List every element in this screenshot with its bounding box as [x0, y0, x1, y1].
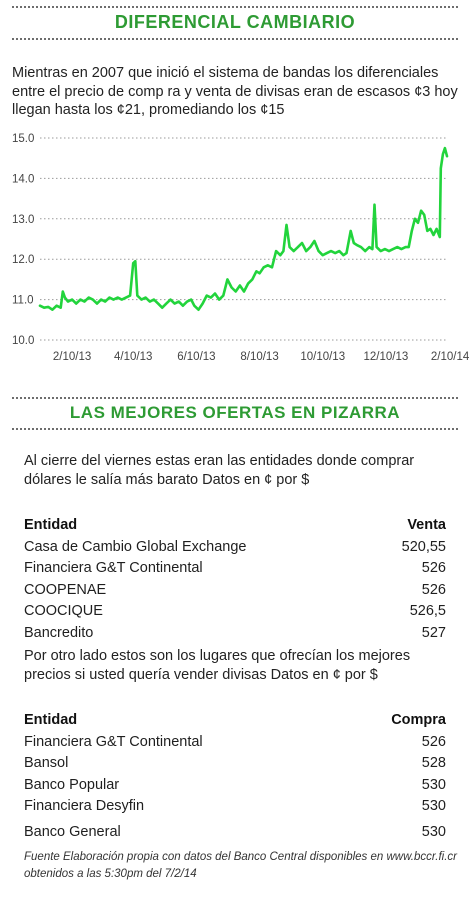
table-header: Entidad Venta — [24, 515, 446, 537]
price-value: 526 — [421, 560, 446, 576]
section-divider — [12, 397, 458, 399]
x-tick-label: 6/10/13 — [177, 351, 215, 363]
table-row: Casa de Cambio Global Exchange 520,55 — [24, 537, 446, 559]
column-header-entidad: Entidad — [24, 712, 78, 728]
entity-name: Financiera G&T Continental — [24, 733, 203, 750]
x-tick-label: 10/10/13 — [300, 351, 345, 363]
entity-name: Financiera Desyfin — [24, 798, 145, 814]
table-row: Bansol 528 — [24, 753, 446, 775]
entity-name: COOPENAE — [24, 581, 107, 598]
entity-name: Bansol — [24, 755, 69, 771]
price-value: 530 — [421, 776, 446, 793]
section-divider — [12, 428, 458, 430]
intro-text-compra: Al cierre del viernes estas eran las ent… — [24, 453, 415, 488]
y-tick-label: 14.0 — [12, 173, 34, 185]
price-value: 526 — [421, 733, 446, 750]
table-row: Banco General 530 — [24, 822, 446, 844]
source-footnote: Fuente Elaboración propia con datos del … — [24, 851, 457, 880]
y-tick-label: 10.0 — [12, 335, 34, 347]
y-tick-label: 11.0 — [12, 295, 34, 307]
entity-name: Bancredito — [24, 624, 94, 641]
table-row: Bancredito 527 — [24, 623, 446, 645]
y-tick-label: 12.0 — [12, 254, 34, 266]
entity-name: Casa de Cambio Global Exchange — [24, 538, 247, 555]
price-value: 527 — [421, 624, 446, 641]
section-title-ofertas: LAS MEJORES OFERTAS EN PIZARRA — [69, 403, 401, 422]
table-row: COOPENAE 526 — [24, 580, 446, 602]
section-divider — [12, 38, 458, 40]
section-title-diferencial: DIFERENCIAL CAMBIARIO — [114, 12, 356, 32]
table-row: Financiera Desyfin 530 — [24, 796, 446, 818]
chart-grid — [40, 137, 447, 341]
column-header-venta: Venta — [407, 517, 446, 533]
intro-text-diferencial: Mientras en 2007 que inició el sistema d… — [12, 65, 458, 118]
table-row: COOCIQUE 526,5 — [24, 601, 446, 623]
table-venta: Entidad Venta Casa de Cambio Global Exch… — [24, 515, 446, 644]
entity-name: COOCIQUE — [24, 603, 103, 619]
x-tick-label: 4/10/13 — [114, 351, 152, 363]
price-value: 528 — [421, 755, 446, 771]
x-tick-label: 8/10/13 — [240, 351, 278, 363]
price-value: 526 — [421, 581, 446, 598]
x-tick-label: 12/10/13 — [364, 351, 409, 363]
price-value: 526,5 — [409, 603, 446, 619]
intro-text-venta: Por otro lado estos son los lugares que … — [24, 648, 411, 683]
x-axis-ticks: 2/10/13 4/10/13 6/10/13 8/10/13 10/10/13 12/1… — [53, 351, 470, 363]
table-row: Banco Popular 530 — [24, 775, 446, 797]
price-value: 530 — [421, 823, 446, 840]
table-row: Financiera G&T Continental 526 — [24, 732, 446, 754]
entity-name: Banco General — [24, 823, 121, 840]
series-line-layer — [38, 146, 449, 311]
y-tick-label: 13.0 — [12, 214, 34, 226]
series-line — [38, 146, 449, 311]
table-header: Entidad Compra — [24, 710, 446, 732]
table-compra: Entidad Compra Financiera G&T Continenta… — [24, 710, 446, 843]
exchange-differential-chart: 10.0 11.0 12.0 13.0 14.0 15.0 2/10/13 4/10/13 6… — [12, 133, 470, 363]
y-tick-label: 15.0 — [12, 133, 34, 145]
x-tick-label: 2/10/13 — [53, 351, 91, 363]
column-header-compra: Compra — [391, 712, 446, 728]
y-axis-ticks: 10.0 11.0 12.0 13.0 14.0 15.0 — [12, 133, 34, 347]
price-value: 520,55 — [401, 538, 446, 555]
x-tick-label: 2/10/14 — [431, 351, 470, 363]
column-header-entidad: Entidad — [24, 517, 78, 533]
entity-name: Banco Popular — [24, 776, 120, 793]
table-row: Financiera G&T Continental 526 — [24, 558, 446, 580]
price-value: 530 — [421, 798, 446, 814]
top-divider — [12, 6, 458, 8]
entity-name: Financiera G&T Continental — [24, 560, 203, 576]
